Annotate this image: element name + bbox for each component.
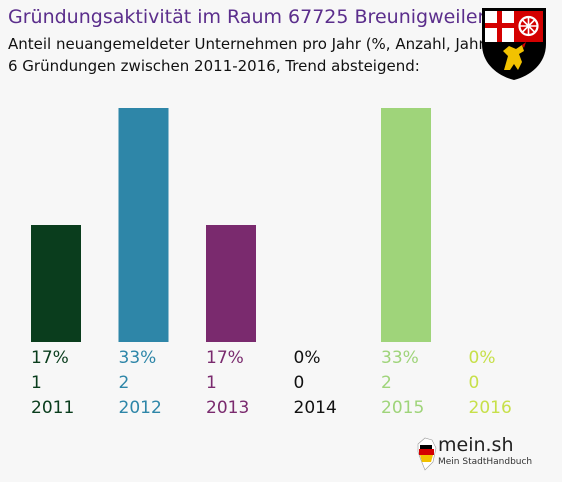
- year-label-2016: 2016: [468, 398, 512, 418]
- count-label-2012: 2: [118, 373, 130, 393]
- percent-label-2014: 0%: [293, 348, 321, 368]
- year-label-2011: 2011: [31, 398, 75, 418]
- rhineland-palatinate-coat-of-arms-icon: [482, 8, 546, 80]
- chart-subtitle-line1: Anteil neuangemeldeter Unternehmen pro J…: [8, 35, 491, 53]
- count-label-2013: 1: [206, 373, 217, 393]
- bar-2011: [31, 225, 81, 342]
- chart-title: Gründungsaktivität im Raum 67725 Breunig…: [8, 6, 486, 28]
- count-label-2015: 2: [381, 373, 392, 393]
- logo-tagline: Mein StadtHandbuch: [438, 457, 533, 467]
- logo-name: mein.sh: [438, 434, 514, 456]
- year-label-2015: 2015: [381, 398, 425, 418]
- year-label-2014: 2014: [293, 398, 337, 418]
- mein-sh-logo: [417, 437, 437, 471]
- percent-label-2013: 17%: [206, 348, 244, 368]
- percent-label-2015: 33%: [381, 348, 419, 368]
- percent-label-2016: 0%: [468, 348, 496, 368]
- bar-2012: [118, 108, 169, 342]
- bar-2013: [206, 225, 256, 342]
- chart-subtitle-line2: 6 Gründungen zwischen 2011-2016, Trend a…: [8, 57, 420, 75]
- count-label-2016: 0: [468, 373, 480, 393]
- year-label-2012: 2012: [118, 398, 162, 418]
- percent-label-2012: 33%: [118, 348, 157, 368]
- year-label-2013: 2013: [206, 398, 250, 418]
- count-label-2014: 0: [293, 373, 305, 393]
- bar-2015: [381, 108, 431, 342]
- count-label-2011: 1: [31, 373, 42, 393]
- percent-label-2011: 17%: [31, 348, 69, 368]
